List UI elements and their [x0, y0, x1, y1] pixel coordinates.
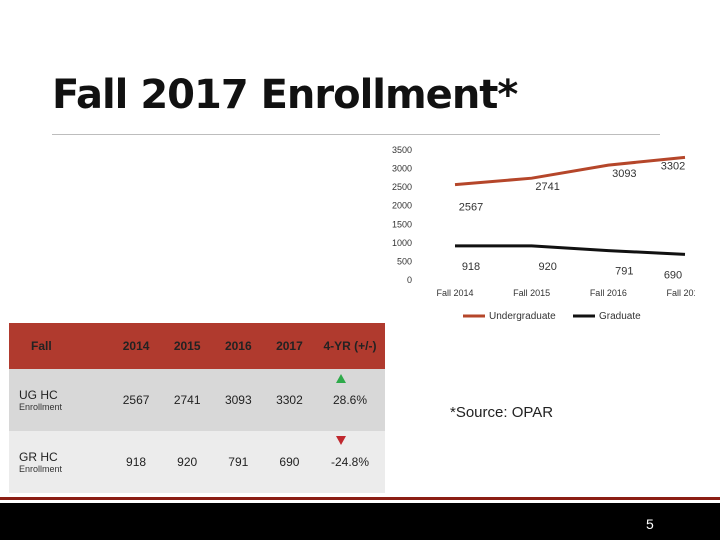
source-note: *Source: OPAR — [450, 404, 554, 421]
table-cell: 690 — [263, 431, 315, 493]
table-cell: 918 — [110, 431, 162, 493]
change-cell-gr: -24.8% — [315, 431, 385, 493]
row-label-main: GR HC — [19, 450, 58, 464]
enrollment-table: Fall 2014 2015 2016 2017 4-YR (+/-) UG H… — [9, 323, 385, 493]
legend-label: Undergraduate — [489, 311, 556, 322]
row-label-sub: Enrollment — [19, 402, 63, 412]
header-2016: 2016 — [212, 323, 264, 369]
table-header-row: Fall 2014 2015 2016 2017 4-YR (+/-) — [9, 323, 385, 369]
x-tick-label: Fall 2016 — [590, 288, 627, 298]
data-label: 2567 — [459, 202, 483, 214]
legend-label: Graduate — [599, 311, 641, 322]
header-2015: 2015 — [161, 323, 213, 369]
row-label-gr: GR HC Enrollment — [9, 431, 111, 493]
data-label: 3093 — [612, 168, 636, 180]
y-axis-ticks: 0 500 1000 1500 2000 2500 3000 3500 — [392, 145, 412, 285]
x-axis-ticks: Fall 2014 Fall 2015 Fall 2016 Fall 2017 — [436, 288, 695, 298]
y-tick-label: 500 — [397, 256, 412, 266]
table-cell: 920 — [161, 431, 213, 493]
change-cell-ug: 28.6% — [315, 369, 385, 431]
y-tick-label: 2500 — [392, 182, 412, 192]
data-labels: 2567 2741 3093 3302 918 920 791 690 — [459, 160, 685, 281]
data-label: 920 — [538, 261, 556, 273]
page-number: 5 — [646, 516, 654, 532]
footer-bar — [0, 503, 720, 540]
chart-legend: Undergraduate Graduate — [463, 311, 641, 322]
table-cell: 3302 — [263, 369, 315, 431]
y-tick-label: 3500 — [392, 145, 412, 155]
table-row-ug: UG HC Enrollment 2567 2741 3093 3302 28.… — [9, 369, 385, 431]
slide-title: Fall 2017 Enrollment* — [52, 72, 518, 118]
data-label: 791 — [615, 266, 633, 278]
header-fall: Fall — [9, 323, 111, 369]
header-4yr-change: 4-YR (+/-) — [315, 323, 385, 369]
data-label: 918 — [462, 261, 480, 273]
table-cell: 791 — [212, 431, 264, 493]
series-line-undergraduate — [454, 155, 686, 187]
y-tick-label: 2000 — [392, 201, 412, 211]
row-label-ug: UG HC Enrollment — [9, 369, 111, 431]
footer-accent-line — [0, 497, 720, 500]
change-value: -24.8% — [330, 455, 370, 469]
data-label: 690 — [664, 269, 682, 281]
title-divider — [52, 134, 660, 135]
data-label: 2741 — [535, 181, 559, 193]
row-label-sub: Enrollment — [19, 464, 63, 474]
x-tick-label: Fall 2015 — [513, 288, 550, 298]
chart-lines — [454, 155, 686, 256]
series-line-graduate — [454, 244, 686, 256]
table-cell: 2567 — [110, 369, 162, 431]
x-tick-label: Fall 2014 — [436, 288, 473, 298]
y-tick-label: 3000 — [392, 164, 412, 174]
header-2014: 2014 — [110, 323, 162, 369]
y-tick-label: 0 — [407, 275, 412, 285]
y-tick-label: 1000 — [392, 238, 412, 248]
header-2017: 2017 — [263, 323, 315, 369]
trend-up-icon — [336, 374, 346, 383]
enrollment-line-chart: 0 500 1000 1500 2000 2500 3000 3500 2567 2741 309… — [392, 145, 695, 322]
table-cell: 2741 — [161, 369, 213, 431]
y-tick-label: 1500 — [392, 219, 412, 229]
change-value: 28.6% — [332, 393, 368, 407]
x-tick-label: Fall 2017 — [666, 288, 695, 298]
data-label: 3302 — [661, 160, 685, 172]
table-row-gr: GR HC Enrollment 918 920 791 690 -24.8% — [9, 431, 385, 493]
row-label-main: UG HC — [19, 388, 58, 402]
table-cell: 3093 — [212, 369, 264, 431]
trend-down-icon — [336, 436, 346, 445]
